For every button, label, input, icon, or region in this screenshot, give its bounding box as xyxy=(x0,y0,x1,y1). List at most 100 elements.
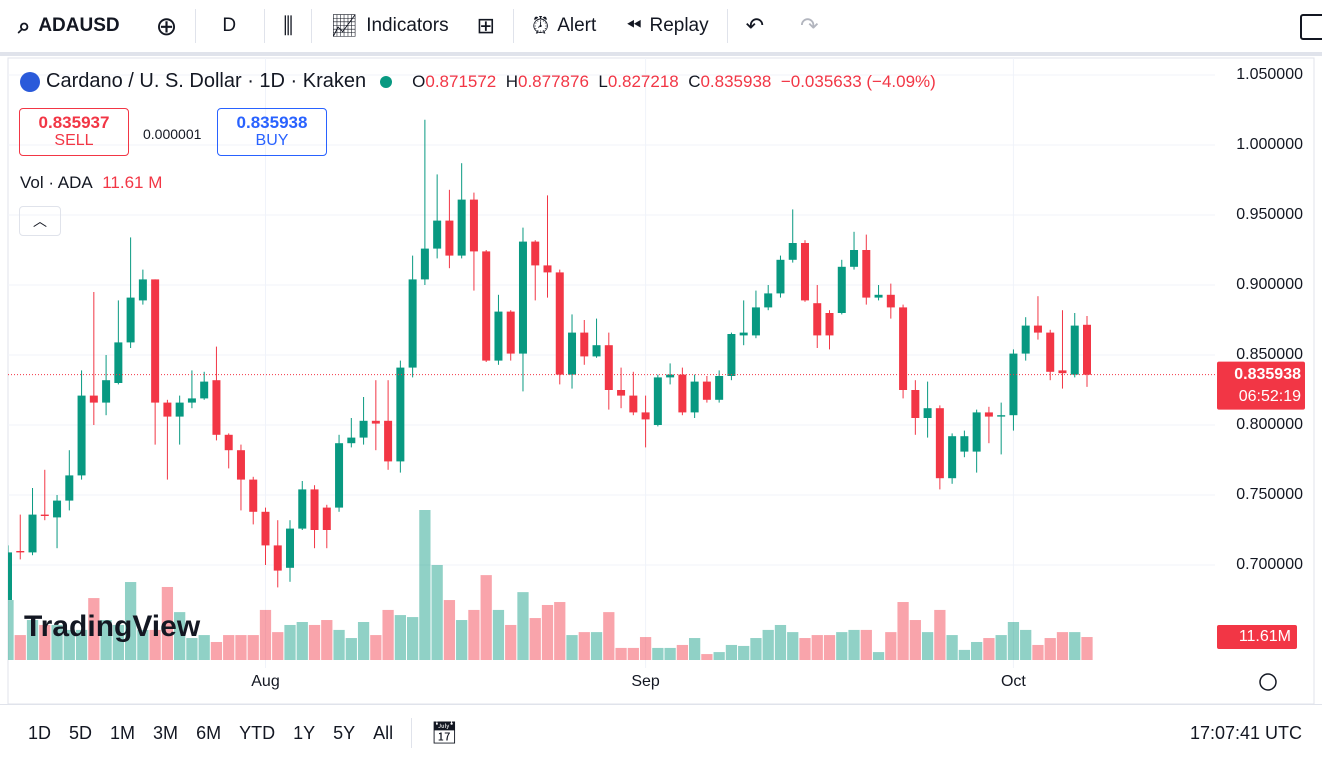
candle-body xyxy=(236,450,245,480)
candle-body xyxy=(518,241,527,354)
replay-button[interactable]: ⏪︎ Replay xyxy=(626,15,708,37)
watermark: TradingView xyxy=(24,610,201,643)
c-label: C xyxy=(688,71,701,91)
timeframe-button[interactable]: YTD xyxy=(239,722,276,743)
candle-body xyxy=(592,345,601,357)
candle-body xyxy=(911,390,920,418)
candle-body xyxy=(371,420,380,424)
h-label: H xyxy=(505,71,518,91)
ohlc: O0.871572 H0.877876 L0.827218 C0.835938 … xyxy=(412,72,936,92)
alert-button[interactable]: ⏰︎ Alert xyxy=(532,13,596,39)
volume-bar xyxy=(1007,622,1020,660)
volume-bar xyxy=(676,644,689,660)
candle-body xyxy=(138,279,147,301)
candle-body xyxy=(163,402,172,417)
buy-price: 0.835938 xyxy=(236,113,308,132)
volume-bar xyxy=(505,624,517,660)
volume-bar xyxy=(664,647,676,660)
search-icon: ⌕ xyxy=(18,13,31,38)
candle-body xyxy=(457,199,466,256)
timeframe-button[interactable]: All xyxy=(373,722,394,743)
volume-bar xyxy=(370,635,382,660)
timeframe-button[interactable]: 1D xyxy=(28,722,52,743)
volume-bar xyxy=(578,632,590,660)
volume-bar xyxy=(909,620,921,660)
candle-body xyxy=(629,395,638,413)
volume-bar xyxy=(247,635,259,660)
candle-body xyxy=(126,297,135,343)
candle-body xyxy=(53,500,62,518)
undo-button[interactable]: ↶ xyxy=(745,13,765,38)
candle-body xyxy=(813,303,822,336)
volume-bar xyxy=(1069,632,1081,660)
timeframe-button[interactable]: 5D xyxy=(69,722,93,743)
separator xyxy=(311,9,313,43)
volume-bar xyxy=(774,624,787,660)
buy-button[interactable]: 0.835938 BUY xyxy=(217,108,327,156)
volume-bar xyxy=(431,565,443,660)
candle-body xyxy=(935,408,944,479)
candle-body xyxy=(702,381,711,400)
candle-body xyxy=(322,507,331,530)
legend: Cardano / U. S. Dollar · 1D · Kraken O0.… xyxy=(20,70,936,93)
volume-bar xyxy=(468,609,480,660)
y-tick-label: 0.750000 xyxy=(1236,486,1303,503)
o-value: 0.871572 xyxy=(425,71,497,91)
candle-body xyxy=(617,390,626,396)
timeframe-button[interactable]: 1Y xyxy=(293,722,316,743)
candle-body xyxy=(739,332,748,336)
c-value: 0.835938 xyxy=(700,71,772,91)
candle-body xyxy=(298,489,307,529)
separator xyxy=(264,9,266,43)
symbol: ADAUSD xyxy=(38,15,120,36)
sell-button[interactable]: 0.835937 SELL xyxy=(19,108,129,156)
candle-body xyxy=(641,412,650,420)
indicators-button[interactable]: 📈︎ Indicators xyxy=(330,13,448,39)
candle-body xyxy=(960,436,969,452)
timeframe-button[interactable]: 3M xyxy=(153,722,179,743)
candle-body xyxy=(678,374,687,413)
layouts-button[interactable]: ⊞ xyxy=(476,13,496,38)
volume-bar xyxy=(603,612,615,660)
volume-bar xyxy=(296,622,308,660)
volume-bar xyxy=(443,600,456,660)
volume-bar xyxy=(112,624,124,660)
volume-tag-label: 11.61M xyxy=(1239,628,1291,645)
timeframe-button[interactable]: 6M xyxy=(196,722,222,743)
candle-body xyxy=(200,381,209,399)
compare-button[interactable]: ⊕ xyxy=(155,10,178,41)
candle-body xyxy=(1009,353,1018,416)
volume-bar xyxy=(529,618,541,660)
redo-button[interactable]: ↷ xyxy=(800,13,819,38)
symbol-search[interactable]: ⌕ ADAUSD xyxy=(18,13,120,39)
interval[interactable]: D xyxy=(222,15,237,36)
volume-bar xyxy=(223,635,235,660)
settings-icon[interactable] xyxy=(1259,673,1277,691)
candle-body xyxy=(384,420,393,462)
volume-bar xyxy=(394,615,406,660)
sell-label: SELL xyxy=(54,132,94,149)
volume-tag xyxy=(1217,625,1297,650)
panel-button[interactable] xyxy=(1300,14,1322,40)
sell-price: 0.835937 xyxy=(38,113,110,132)
candle-body xyxy=(850,250,859,267)
date-range-button[interactable]: 📅︎ xyxy=(430,720,459,745)
candle-body xyxy=(923,408,932,418)
chart-type-button[interactable]: ⫼ xyxy=(283,13,294,38)
candle-body xyxy=(568,332,577,375)
replay-label: Replay xyxy=(649,15,709,36)
y-tick-label: 0.900000 xyxy=(1236,276,1303,293)
timeframe-button[interactable]: 1M xyxy=(110,722,136,743)
volume-bar xyxy=(174,612,186,660)
candle-body xyxy=(249,479,258,512)
volume-bar xyxy=(492,609,505,660)
volume-bar xyxy=(934,609,946,660)
timeframe-button[interactable]: 5Y xyxy=(333,722,356,743)
volume-pane xyxy=(8,510,1093,660)
collapse-button[interactable]: ︿ xyxy=(19,206,61,236)
candle-body xyxy=(886,294,895,308)
volume-bar xyxy=(921,632,934,660)
candle-body xyxy=(580,332,589,357)
buy-label: BUY xyxy=(255,132,289,149)
replay-icon: ⏪︎ xyxy=(626,15,642,36)
